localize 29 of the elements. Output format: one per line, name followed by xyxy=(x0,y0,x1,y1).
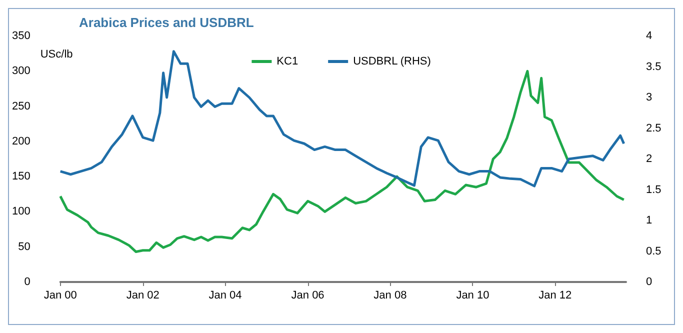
x-tick-label: Jan 04 xyxy=(208,290,242,302)
x-tick-label: Jan 12 xyxy=(538,290,572,302)
y-tick-label: 50 xyxy=(18,240,30,253)
y2-tick-label: 3 xyxy=(646,92,652,104)
y2-tick-label: 0.5 xyxy=(646,245,662,258)
y-tick-label: 100 xyxy=(12,206,30,218)
line-series xyxy=(59,70,626,254)
y-tick-label: 250 xyxy=(12,100,30,112)
y2-tick-label: 1.5 xyxy=(646,184,662,196)
y2-tick-label: 0 xyxy=(646,276,652,288)
y2-tick-label: 3.5 xyxy=(646,60,662,73)
legend-label: USDBRL (RHS) xyxy=(353,56,431,68)
y2-tick-label: 2.5 xyxy=(646,122,662,134)
x-tick-label: Jan 08 xyxy=(374,290,407,302)
y-tick-label: 350 xyxy=(12,30,30,42)
x-tick-label: Jan 06 xyxy=(291,290,324,302)
y2-tick-label: 4 xyxy=(646,30,652,42)
x-tick-label: Jan 00 xyxy=(44,290,77,302)
legend-label: KC1 xyxy=(276,56,298,68)
y-tick-label: 200 xyxy=(12,135,30,148)
y-tick-label: 150 xyxy=(12,170,30,183)
x-tick-label: Jan 02 xyxy=(126,290,160,302)
y-tick-label: 300 xyxy=(12,65,30,78)
y-axis-title: USc/lb xyxy=(40,48,73,60)
x-tick-label: Jan 10 xyxy=(456,290,490,302)
y-tick-label: 0 xyxy=(24,276,30,288)
chart-title: Arabica Prices and USDBRL xyxy=(79,15,254,30)
y2-tick-label: 2 xyxy=(646,153,652,165)
y2-tick-label: 1 xyxy=(646,214,652,226)
